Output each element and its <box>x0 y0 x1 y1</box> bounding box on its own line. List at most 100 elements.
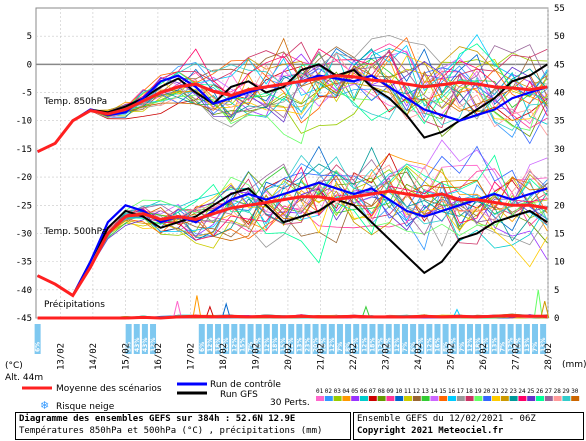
perturbation-line-t850 <box>37 62 548 153</box>
x-tick-label: 13/02 <box>56 343 66 370</box>
snow-risk-pct: 13% <box>540 338 547 352</box>
x-tick-label: 24/02 <box>414 343 424 370</box>
snow-risk-box <box>418 324 425 354</box>
snow-risk-pct: 23% <box>304 338 311 352</box>
right-tick-label: 20 <box>554 201 565 211</box>
pert-number: 17 <box>457 388 465 395</box>
snow-risk-box <box>125 324 132 354</box>
pert-number: 10 <box>395 388 403 395</box>
x-tick-label: 28/02 <box>544 343 554 370</box>
label-t850: Temp. 850hPa <box>43 97 107 107</box>
pert-swatch <box>377 396 386 401</box>
pert-swatch <box>395 396 404 401</box>
snow-risk-pct: 12% <box>264 338 271 352</box>
snow-risk-pct: 43% <box>142 338 149 352</box>
pert-swatch <box>430 396 439 401</box>
snow-risk-pct: 18% <box>475 338 482 352</box>
pert-swatch <box>500 396 509 401</box>
pert-number: 02 <box>325 388 333 395</box>
legend-gfs-label: Run GFS <box>220 390 258 400</box>
snow-risk-pct: 43% <box>134 338 141 352</box>
precip-spike <box>540 300 550 319</box>
right-tick-label: 10 <box>554 258 565 268</box>
pert-number: 09 <box>386 388 394 395</box>
snow-risk-box <box>255 324 262 354</box>
snow-risk-pct: 7% <box>402 342 409 352</box>
snow-risk-pct: 13% <box>451 338 458 352</box>
pert-swatch <box>553 396 562 401</box>
pert-swatch <box>536 396 544 401</box>
right-tick-label: 25 <box>554 173 565 183</box>
precip-spike <box>361 305 371 319</box>
mean-line-t500 <box>36 189 548 298</box>
source-label: Ensemble GEFS du 12/02/2021 - 06Z <box>357 414 536 424</box>
x-tick-label: 15/02 <box>121 343 131 370</box>
legend-snow-label: Risque neige <box>56 402 115 412</box>
title-box: Diagramme des ensembles GEFS sur 384h : … <box>15 412 351 440</box>
pert-swatch <box>448 396 456 401</box>
snow-risk-pct: 7% <box>248 342 255 352</box>
pert-number: 06 <box>360 388 368 395</box>
precip-spike <box>192 295 202 319</box>
x-tick-label: 16/02 <box>154 343 164 370</box>
pert-number: 20 <box>483 388 491 395</box>
snow-risk-box <box>369 324 376 354</box>
pert-number: 25 <box>527 388 535 395</box>
snow-risk-box <box>450 324 457 354</box>
pert-swatch <box>342 396 351 401</box>
left-tick-label: -35 <box>16 258 32 268</box>
left-tick-label: 0 <box>27 60 32 70</box>
pert-swatch <box>527 396 536 401</box>
pert-swatch <box>333 396 342 401</box>
pert-swatch <box>483 396 492 401</box>
snow-risk-box <box>133 324 140 354</box>
snow-risk-boxes: 6% 3% 43% 43% 12% 6% 12% 18% 18% 12% 15% 7% 18% 12% 18… <box>34 324 547 354</box>
snow-risk-pct: 16% <box>434 338 441 352</box>
snow-risk-pct: 12% <box>231 338 238 352</box>
snow-risk-pct: 18% <box>516 338 523 352</box>
pert-swatch <box>492 396 500 401</box>
x-tick-label: 22/02 <box>349 343 359 370</box>
snow-risk-pct: 18% <box>215 338 222 352</box>
right-tick-label: 15 <box>554 229 565 239</box>
pert-number: 14 <box>430 388 438 395</box>
left-tick-label: -45 <box>16 314 32 324</box>
snow-risk-pct: 18% <box>272 338 279 352</box>
right-tick-label: 5 <box>554 286 559 296</box>
snow-risk-pct: 7% <box>532 342 539 352</box>
pert-number: 26 <box>536 388 544 395</box>
snow-risk-pct: 6% <box>410 342 417 352</box>
snow-risk-pct: 18% <box>369 338 376 352</box>
snow-risk-box <box>223 324 230 354</box>
pert-number: 22 <box>501 388 509 395</box>
label-precip: Précipitations <box>44 299 105 310</box>
pert-number: 01 <box>316 388 324 395</box>
snow-risk-box <box>150 324 157 354</box>
gfs-line-t500 <box>37 187 548 297</box>
pert-swatch <box>456 396 465 401</box>
snow-risk-box <box>466 324 473 354</box>
snow-risk-pct: 12% <box>288 338 295 352</box>
snow-risk-box <box>353 324 360 354</box>
snow-risk-box <box>540 324 547 354</box>
right-tick-label: 0 <box>554 314 559 324</box>
pert-number: 27 <box>545 388 553 395</box>
x-tick-label: 25/02 <box>446 343 456 370</box>
x-tick-label: 21/02 <box>316 343 326 370</box>
x-tick-label: 27/02 <box>511 343 521 370</box>
snow-risk-box <box>475 324 482 354</box>
left-tick-label: -10 <box>16 117 32 127</box>
pert-number: 30 <box>571 388 579 395</box>
snow-risk-box <box>531 324 538 354</box>
x-tick-label: 26/02 <box>479 343 489 370</box>
label-t500: Temp. 500hPa <box>43 227 107 237</box>
snow-risk-pct: 20% <box>313 338 320 352</box>
pert-number: 13 <box>422 388 430 395</box>
left-axis-unit: (°C) <box>5 361 23 371</box>
pert-number: 29 <box>562 388 570 395</box>
pert-swatch <box>562 396 571 401</box>
x-tick-label: 17/02 <box>186 343 196 370</box>
snow-risk-box <box>483 324 490 354</box>
perturbation-line-t500 <box>37 167 548 297</box>
